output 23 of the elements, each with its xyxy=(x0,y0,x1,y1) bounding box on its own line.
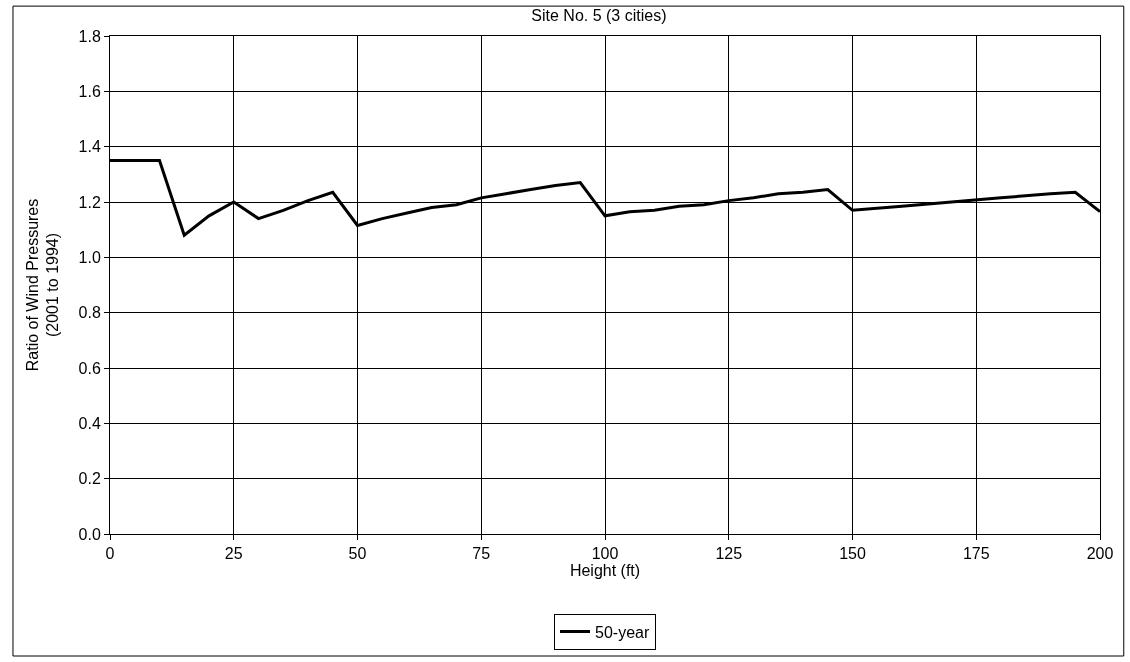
x-tick-label: 150 xyxy=(839,545,866,563)
chart-title: Site No. 5 (3 cities) xyxy=(531,7,667,25)
y-tick-label: 1.8 xyxy=(78,27,101,45)
y-tick-label: 0.0 xyxy=(78,525,101,543)
y-tick-label: 0.8 xyxy=(78,304,101,322)
y-tick-label: 1.2 xyxy=(78,193,101,211)
x-tick-label: 175 xyxy=(962,545,990,563)
y-tick-label: 0.6 xyxy=(78,359,101,377)
y-tick-label: 1.0 xyxy=(78,248,101,266)
y-tick-label: 1.4 xyxy=(78,138,101,156)
y-axis-title: Ratio of Wind Pressures (2001 to 1994) xyxy=(23,198,62,372)
x-tick-label: 200 xyxy=(1086,545,1114,563)
x-tick-label: 0 xyxy=(105,545,115,563)
x-tick-label: 50 xyxy=(348,545,367,563)
y-tick-label: 0.2 xyxy=(78,470,101,488)
y-tick-label: 0.4 xyxy=(78,414,101,432)
x-tick-label: 25 xyxy=(224,545,243,563)
y-tick-label: 1.6 xyxy=(78,82,101,100)
x-tick-label: 75 xyxy=(472,545,491,563)
x-tick-label: 100 xyxy=(591,545,619,563)
x-tick-label: 125 xyxy=(715,545,743,563)
legend-label: 50-year xyxy=(595,623,650,641)
x-axis-title: Height (ft) xyxy=(569,562,641,580)
